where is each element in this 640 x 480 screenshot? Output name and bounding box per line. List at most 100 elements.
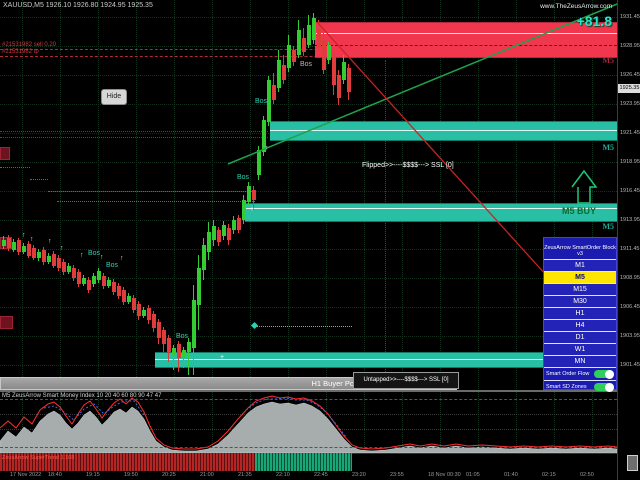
toggle-switch[interactable] [594, 369, 614, 379]
candle [157, 322, 161, 338]
up-arrow-icon: ↑ [120, 255, 124, 262]
timeframe-button-d1[interactable]: D1 [544, 331, 616, 343]
candle [162, 330, 166, 344]
indicator-grid-line [0, 429, 617, 430]
candle [97, 271, 101, 280]
target-diamond-icon [250, 321, 259, 330]
flipped-zone-line [0, 137, 268, 138]
candle [177, 344, 181, 358]
price-axis: 1931.45 1928.95 1926.45 1923.95 1921.45 1918.… [617, 0, 640, 480]
up-arrow-icon: ↑ [60, 245, 64, 252]
candle [212, 226, 216, 240]
timeframe-button-m30[interactable]: M30 [544, 295, 616, 307]
candle [122, 290, 126, 302]
candle [337, 75, 341, 98]
grid-line-horizontal [0, 336, 617, 337]
toggle-knob [605, 369, 614, 379]
time-tick-label: 21:00 [200, 472, 214, 478]
toggle-row: Smart SD Zones [544, 380, 616, 393]
timeframe-button-m1[interactable]: M1 [544, 259, 616, 271]
candle [242, 200, 246, 220]
candle [72, 268, 76, 278]
candle [112, 282, 116, 292]
structure-step-line [48, 191, 252, 192]
timeframe-button-m15[interactable]: M15 [544, 283, 616, 295]
time-tick-label: 02:50 [580, 472, 594, 478]
order-line-label: #21531982 tp [2, 49, 39, 55]
price-tick-label: 1916.45 [620, 188, 640, 194]
up-arrow-icon: ↑ [265, 145, 269, 152]
candle [32, 248, 36, 258]
grid-line-vertical [174, 0, 175, 453]
candle [57, 258, 61, 268]
indicator-level-line [0, 399, 617, 400]
candle [312, 18, 316, 40]
time-tick-label: 17 Nov 2022 [10, 472, 42, 478]
timeframe-button-mn[interactable]: MN [544, 355, 616, 367]
bos-label: Bos [176, 333, 189, 340]
pane-splitter[interactable] [0, 390, 640, 392]
candle [47, 256, 51, 262]
candle [62, 262, 66, 272]
session-separator [385, 60, 386, 388]
grid-line-vertical [250, 0, 251, 453]
candle [317, 28, 321, 48]
watermark: www.TheZeusArrow.com [540, 3, 612, 10]
toggle-row: Smart Order Flow [544, 367, 616, 380]
price-tick-label: 1911.45 [620, 246, 640, 252]
time-tick-label: 19:15 [86, 472, 100, 478]
time-tick-label: 22:10 [276, 472, 290, 478]
candle [292, 50, 296, 62]
timeframe-button-h4[interactable]: H4 [544, 319, 616, 331]
price-tick-label: 1918.95 [620, 159, 640, 165]
toggle-switch[interactable] [594, 382, 614, 392]
bos-label: Bos [88, 250, 101, 257]
untapped-ssl-label: Untapped>>----$$$$---> SSL [0] [353, 372, 459, 389]
strip-label: ZeusArrow SuperTrend 1.108 [2, 455, 75, 461]
indicator-grid-line [0, 414, 617, 415]
candle [92, 276, 96, 284]
candle [237, 218, 241, 230]
time-tick-label: 18:40 [48, 472, 62, 478]
candle [172, 348, 176, 356]
price-tick-label: 1928.95 [620, 43, 640, 49]
candle [202, 245, 206, 270]
timeframe-button-m5[interactable]: M5 [544, 271, 616, 283]
grid-line-vertical [516, 0, 517, 453]
price-tick-label: 1913.95 [620, 217, 640, 223]
candle [52, 254, 56, 266]
candle [87, 280, 91, 290]
flipped-ssl-label: Flipped>>----$$$$---> SSL [0] [362, 162, 454, 169]
price-tick-label: 1901.45 [620, 362, 640, 368]
grid-line-vertical [60, 0, 61, 453]
candle [152, 314, 156, 328]
candle [42, 250, 46, 262]
timeframe-button-w1[interactable]: W1 [544, 343, 616, 355]
candle [252, 190, 256, 200]
up-arrow-icon: ↑ [80, 252, 84, 259]
time-tick-label: 23:55 [390, 472, 404, 478]
candle [287, 45, 291, 68]
candle [182, 350, 186, 358]
zone-timeframe-tag: M5 [602, 56, 614, 65]
zone-timeframe-tag: M5 [602, 222, 614, 231]
order-line-label: #21531982 sell 0.20 [2, 42, 57, 48]
timeframe-button-h1[interactable]: H1 [544, 307, 616, 319]
grid-line-horizontal [0, 307, 617, 308]
price-tick-label: 1926.45 [620, 72, 640, 78]
grid-line-horizontal [0, 162, 617, 163]
candle [167, 338, 171, 352]
time-tick-label: 01:40 [504, 472, 518, 478]
grid-line-horizontal [0, 249, 617, 250]
candle [282, 65, 286, 80]
structure-step-line [0, 167, 30, 168]
time-tick-label: 22:45 [314, 472, 328, 478]
candle [247, 186, 251, 202]
scroll-thumb[interactable] [627, 455, 638, 471]
candle [142, 310, 146, 316]
candle [12, 242, 16, 250]
candle [27, 244, 31, 256]
candle [77, 272, 81, 284]
hide-button[interactable]: Hide [101, 89, 127, 105]
candle [307, 25, 311, 45]
